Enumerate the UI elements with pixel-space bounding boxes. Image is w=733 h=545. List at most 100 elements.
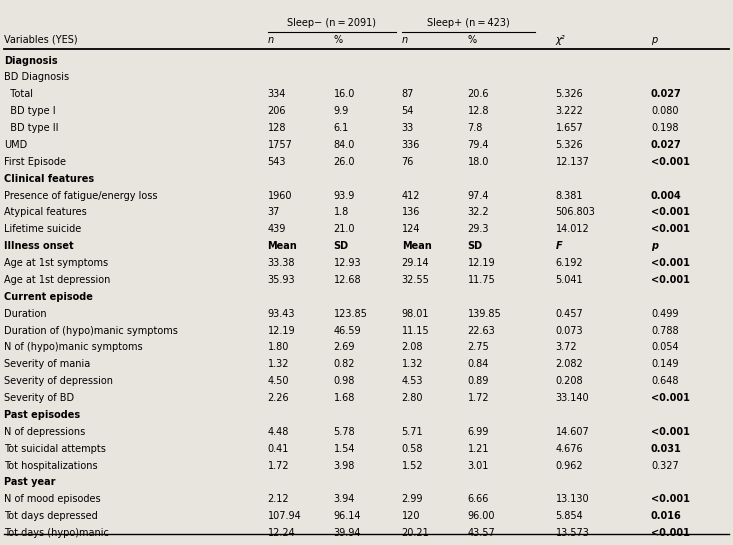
Text: 20.6: 20.6 (468, 89, 489, 99)
Text: Variables (YES): Variables (YES) (4, 35, 77, 45)
Text: Duration: Duration (4, 308, 46, 319)
Text: Tot hospitalizations: Tot hospitalizations (4, 461, 97, 470)
Text: Clinical features: Clinical features (4, 174, 94, 184)
Text: Severity of depression: Severity of depression (4, 376, 113, 386)
Text: 1.8: 1.8 (334, 208, 349, 217)
Text: 96.00: 96.00 (468, 511, 496, 521)
Text: First Episode: First Episode (4, 157, 66, 167)
Text: 136: 136 (402, 208, 420, 217)
Text: 12.137: 12.137 (556, 157, 589, 167)
Text: 0.016: 0.016 (651, 511, 682, 521)
Text: 11.75: 11.75 (468, 275, 496, 285)
Text: 5.71: 5.71 (402, 427, 424, 437)
Text: <0.001: <0.001 (651, 494, 690, 504)
Text: 2.69: 2.69 (334, 342, 355, 353)
Text: 334: 334 (268, 89, 286, 99)
Text: 0.027: 0.027 (651, 89, 682, 99)
Text: 0.98: 0.98 (334, 376, 355, 386)
Text: 4.53: 4.53 (402, 376, 423, 386)
Text: %: % (468, 35, 476, 45)
Text: 506.803: 506.803 (556, 208, 595, 217)
Text: %: % (334, 35, 342, 45)
Text: 5.854: 5.854 (556, 511, 583, 521)
Text: χ²: χ² (556, 35, 565, 45)
Text: 12.19: 12.19 (468, 258, 496, 268)
Text: 0.962: 0.962 (556, 461, 583, 470)
Text: 12.68: 12.68 (334, 275, 361, 285)
Text: Sleep− (n = 2091): Sleep− (n = 2091) (287, 18, 376, 28)
Text: 543: 543 (268, 157, 286, 167)
Text: 5.326: 5.326 (556, 89, 583, 99)
Text: SD: SD (334, 241, 349, 251)
Text: 87: 87 (402, 89, 414, 99)
Text: 43.57: 43.57 (468, 528, 496, 538)
Text: 439: 439 (268, 225, 286, 234)
Text: 4.48: 4.48 (268, 427, 289, 437)
Text: 1.52: 1.52 (402, 461, 424, 470)
Text: N of depressions: N of depressions (4, 427, 85, 437)
Text: SD: SD (468, 241, 483, 251)
Text: 39.94: 39.94 (334, 528, 361, 538)
Text: 9.9: 9.9 (334, 106, 349, 116)
Text: Mean: Mean (402, 241, 432, 251)
Text: 0.149: 0.149 (651, 359, 679, 370)
Text: <0.001: <0.001 (651, 393, 690, 403)
Text: 0.208: 0.208 (556, 376, 583, 386)
Text: 35.93: 35.93 (268, 275, 295, 285)
Text: Total: Total (4, 89, 33, 99)
Text: 12.8: 12.8 (468, 106, 489, 116)
Text: <0.001: <0.001 (651, 275, 690, 285)
Text: 3.72: 3.72 (556, 342, 578, 353)
Text: 32.2: 32.2 (468, 208, 490, 217)
Text: Age at 1st symptoms: Age at 1st symptoms (4, 258, 108, 268)
Text: 8.381: 8.381 (556, 191, 583, 201)
Text: 1.32: 1.32 (268, 359, 289, 370)
Text: 1960: 1960 (268, 191, 292, 201)
Text: 18.0: 18.0 (468, 157, 489, 167)
Text: Diagnosis: Diagnosis (4, 56, 57, 65)
Text: 6.1: 6.1 (334, 123, 349, 133)
Text: N of (hypo)manic symptoms: N of (hypo)manic symptoms (4, 342, 142, 353)
Text: 0.327: 0.327 (651, 461, 679, 470)
Text: 93.9: 93.9 (334, 191, 355, 201)
Text: 0.080: 0.080 (651, 106, 679, 116)
Text: 0.457: 0.457 (556, 308, 583, 319)
Text: 3.98: 3.98 (334, 461, 355, 470)
Text: 0.58: 0.58 (402, 444, 423, 453)
Text: BD type II: BD type II (4, 123, 58, 133)
Text: 29.3: 29.3 (468, 225, 489, 234)
Text: Tot days depressed: Tot days depressed (4, 511, 97, 521)
Text: 26.0: 26.0 (334, 157, 355, 167)
Text: 7.8: 7.8 (468, 123, 483, 133)
Text: N of mood episodes: N of mood episodes (4, 494, 100, 504)
Text: 21.0: 21.0 (334, 225, 355, 234)
Text: 1.68: 1.68 (334, 393, 355, 403)
Text: 16.0: 16.0 (334, 89, 355, 99)
Text: 3.222: 3.222 (556, 106, 583, 116)
Text: 12.24: 12.24 (268, 528, 295, 538)
Text: 6.192: 6.192 (556, 258, 583, 268)
Text: p: p (651, 241, 658, 251)
Text: 120: 120 (402, 511, 420, 521)
Text: <0.001: <0.001 (651, 157, 690, 167)
Text: Sleep+ (n = 423): Sleep+ (n = 423) (427, 18, 509, 28)
Text: 0.031: 0.031 (651, 444, 682, 453)
Text: 20.21: 20.21 (402, 528, 430, 538)
Text: Past year: Past year (4, 477, 55, 487)
Text: 1.72: 1.72 (468, 393, 490, 403)
Text: 0.82: 0.82 (334, 359, 355, 370)
Text: 0.41: 0.41 (268, 444, 289, 453)
Text: 96.14: 96.14 (334, 511, 361, 521)
Text: 0.073: 0.073 (556, 325, 583, 336)
Text: 46.59: 46.59 (334, 325, 361, 336)
Text: p: p (651, 35, 658, 45)
Text: 0.198: 0.198 (651, 123, 679, 133)
Text: 2.26: 2.26 (268, 393, 290, 403)
Text: 107.94: 107.94 (268, 511, 301, 521)
Text: 0.054: 0.054 (651, 342, 679, 353)
Text: 22.63: 22.63 (468, 325, 496, 336)
Text: 2.12: 2.12 (268, 494, 290, 504)
Text: 0.89: 0.89 (468, 376, 489, 386)
Text: 1.54: 1.54 (334, 444, 355, 453)
Text: 76: 76 (402, 157, 414, 167)
